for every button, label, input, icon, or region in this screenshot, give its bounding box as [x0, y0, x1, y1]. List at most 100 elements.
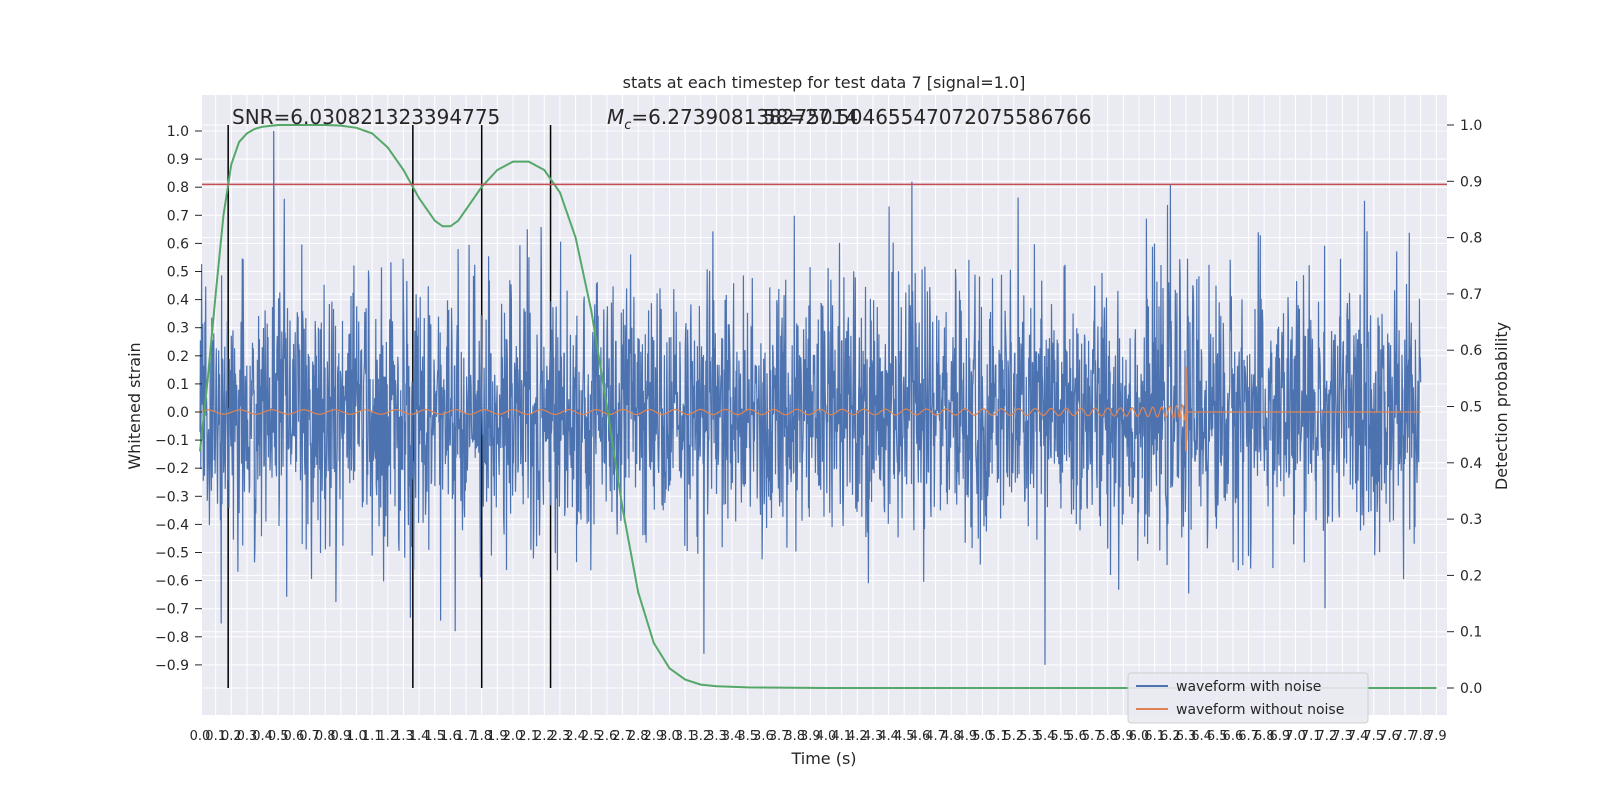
snr-annotation: SNR=6.030821323394775: [232, 105, 500, 129]
x-tick-label: 2.7: [612, 729, 633, 744]
x-tick-label: 5.0: [972, 729, 993, 744]
x-tick-label: 5.1: [988, 729, 1009, 744]
x-tick-label: 3.5: [737, 729, 758, 744]
x-tick-label: 0.2: [221, 729, 242, 744]
x-tick-label: 2.8: [628, 729, 649, 744]
x-tick-label: 4.2: [847, 729, 868, 744]
noisy-series-group: [199, 130, 1422, 665]
x-tick-label: 7.9: [1426, 729, 1447, 744]
x-tick-label: 3.2: [690, 729, 711, 744]
x-tick-label: 0.4: [252, 729, 273, 744]
x-tick-label: 5.6: [1066, 729, 1087, 744]
x-tick-label: 3.6: [753, 729, 774, 744]
x-tick-label: 1.8: [471, 729, 492, 744]
y-tick-label: 0.2: [167, 349, 189, 365]
detection-probability-line: [199, 124, 1437, 689]
y-tick-labels: −0.9 −0.8 −0.7 −0.6 −0.5 −0.4 −0.3 −0.2 −0.1 0.0 0…: [155, 124, 202, 674]
x-tick-label: 2.3: [550, 729, 571, 744]
x-tick-label: 5.9: [1113, 729, 1134, 744]
overlap-annotation: 58=27.50465547072075586766: [763, 105, 1092, 129]
legend-box: [1127, 672, 1369, 724]
x-tick-label: 6.9: [1270, 729, 1291, 744]
x-tick-label: 1.9: [487, 729, 508, 744]
y-tick-label: 0.9: [167, 152, 189, 168]
y2-tick-label: 0.1: [1460, 625, 1482, 641]
x-tick-label: 1.6: [440, 729, 461, 744]
x-tick-label: 6.8: [1254, 729, 1275, 744]
chirp-mass-annotation: Mc=6.273908138275014: [607, 105, 858, 133]
x-tick-label: 4.7: [925, 729, 946, 744]
x-tick-label: 0.6: [284, 729, 305, 744]
chirp-mass-subscript: c: [624, 118, 631, 133]
x-tick-label: 0.1: [205, 729, 226, 744]
x-tick-label: 5.3: [1019, 729, 1040, 744]
x-tick-label: 0.3: [237, 729, 258, 744]
y-tick-label: 0.1: [167, 377, 189, 393]
x-tick-label: 5.2: [1003, 729, 1024, 744]
x-tick-label: 2.9: [644, 729, 665, 744]
x-tick-label: 6.5: [1207, 729, 1228, 744]
x-tick-label: 0.7: [299, 729, 320, 744]
y2-tick-label: 0.5: [1460, 400, 1482, 416]
x-tick-label: 5.8: [1097, 729, 1118, 744]
y-tick-label: 0.0: [167, 405, 189, 421]
y2-tick-label: 0.8: [1460, 231, 1482, 247]
x-tick-label: 4.5: [894, 729, 915, 744]
y2-tick-label: 1.0: [1460, 118, 1482, 134]
x-tick-label: 0.0: [190, 729, 211, 744]
x-tick-label: 1.7: [456, 729, 477, 744]
y-tick-label: −0.8: [155, 630, 189, 646]
x-axis-label: Time (s): [790, 749, 856, 768]
x-tick-label: 3.4: [722, 729, 743, 744]
x-tick-label: 7.7: [1395, 729, 1416, 744]
x-tick-label: 5.7: [1082, 729, 1103, 744]
x-tick-label: 6.7: [1238, 729, 1259, 744]
y-tick-label: −0.5: [155, 546, 189, 562]
y2-tick-label: 0.0: [1460, 681, 1482, 697]
y-tick-label: 0.8: [167, 180, 189, 196]
x-tick-label: 0.8: [315, 729, 336, 744]
x-tick-label: 6.1: [1144, 729, 1165, 744]
x-tick-label: 0.5: [268, 729, 289, 744]
x-tick-label: 5.5: [1050, 729, 1071, 744]
x-tick-label: 4.4: [878, 729, 899, 744]
y-tick-label: 0.7: [167, 208, 189, 224]
x-tick-label: 2.0: [503, 729, 524, 744]
x-tick-label: 4.3: [863, 729, 884, 744]
y2-axis-label: Detection probability: [1492, 322, 1511, 490]
y-tick-label: −0.9: [155, 658, 189, 674]
y-axis-label: Whitened strain: [125, 342, 144, 469]
y2-tick-label: 0.2: [1460, 568, 1482, 584]
x-tick-label: 6.6: [1223, 729, 1244, 744]
x-tick-label: 2.6: [597, 729, 618, 744]
y-tick-label: 1.0: [167, 124, 189, 140]
legend-label-noisy: waveform with noise: [1176, 679, 1321, 695]
x-tick-label: 2.2: [534, 729, 555, 744]
x-tick-label: 6.2: [1160, 729, 1181, 744]
legend-label-clean: waveform without noise: [1176, 702, 1344, 718]
x-tick-label: 1.0: [346, 729, 367, 744]
x-tick-label: 4.1: [831, 729, 852, 744]
x-tick-label: 7.6: [1379, 729, 1400, 744]
x-tick-label: 3.0: [659, 729, 680, 744]
x-tick-label: 2.1: [518, 729, 539, 744]
x-tick-label: 7.3: [1332, 729, 1353, 744]
chart-title: stats at each timestep for test data 7 […: [623, 73, 1026, 92]
y-tick-label: −0.3: [155, 489, 189, 505]
x-tick-label: 2.5: [581, 729, 602, 744]
x-tick-label: 7.0: [1285, 729, 1306, 744]
x-tick-label: 6.0: [1129, 729, 1150, 744]
x-tick-label: 3.8: [784, 729, 805, 744]
x-tick-label: 4.0: [816, 729, 837, 744]
x-tick-label: 7.2: [1316, 729, 1337, 744]
y-tick-label: 0.6: [167, 236, 189, 252]
x-tick-label: 1.3: [393, 729, 414, 744]
y-tick-label: −0.1: [155, 433, 189, 449]
chirp-mass-value: =6.273908138275014: [631, 105, 858, 129]
x-tick-label: 0.9: [331, 729, 352, 744]
y2-tick-label: 0.4: [1460, 456, 1482, 472]
x-tick-label: 5.4: [1035, 729, 1056, 744]
y2-tick-label: 0.6: [1460, 343, 1482, 359]
